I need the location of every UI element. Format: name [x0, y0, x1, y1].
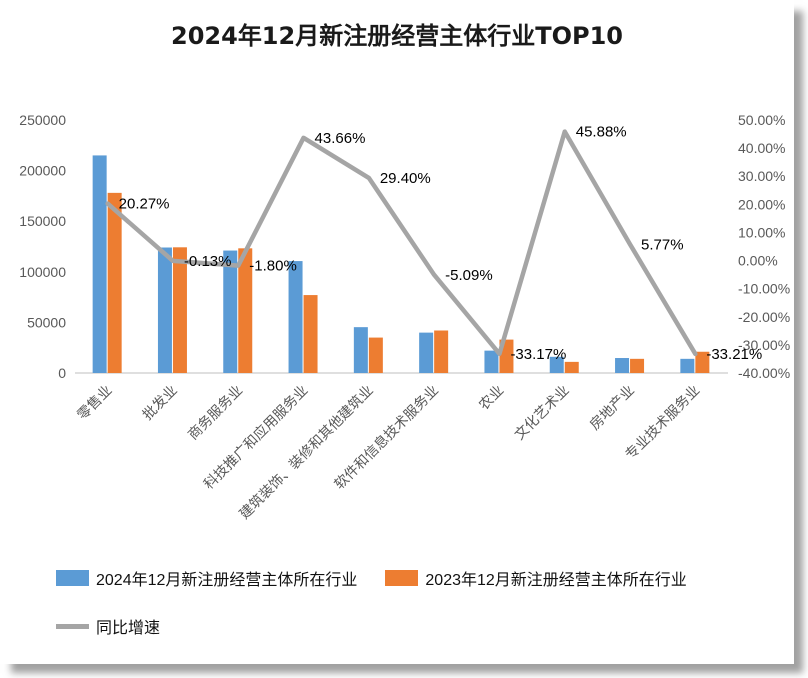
legend-item-2024: 2024年12月新注册经营主体所在行业	[56, 566, 357, 590]
svg-text:10.00%: 10.00%	[738, 224, 785, 240]
svg-text:农业: 农业	[475, 382, 506, 413]
chart-title: 2024年12月新注册经营主体行业TOP10	[171, 22, 623, 50]
legend-swatch-2023-bar	[385, 570, 419, 586]
svg-text:29.40%: 29.40%	[380, 170, 431, 187]
combo-bar-line-chart: 0 50000 100000 150000 200000 250000 50.00% 40.0…	[19, 112, 790, 522]
legend-label-2023: 2023年12月新注册经营主体所在行业	[425, 572, 687, 589]
legend-swatch-2024-bar	[56, 570, 89, 586]
legend-row-bars: 2024年12月新注册经营主体所在行业 2023年12月新注册经营主体所在行业	[56, 566, 784, 590]
svg-text:50000: 50000	[27, 314, 66, 330]
legend-swatch-growth-line	[56, 623, 89, 629]
svg-text:房地产业: 房地产业	[586, 382, 637, 433]
svg-text:0.00%: 0.00%	[738, 253, 778, 269]
svg-text:45.88%: 45.88%	[576, 124, 627, 141]
svg-text:-33.17%: -33.17%	[510, 346, 566, 363]
legend-item-growth: 同比增速	[56, 614, 160, 638]
legend-label-growth: 同比增速	[96, 620, 161, 637]
svg-text:-30.00%: -30.00%	[738, 337, 790, 353]
svg-text:20.00%: 20.00%	[738, 196, 785, 212]
svg-text:20.27%: 20.27%	[119, 196, 170, 213]
svg-text:200000: 200000	[19, 163, 66, 179]
chart-container: 2024年12月新注册经营主体行业TOP10 0 50000 100000 15000…	[19, 22, 791, 662]
chart-legend: 2024年12月新注册经营主体所在行业 2023年12月新注册经营主体所在行业 …	[56, 566, 784, 662]
svg-text:40.00%: 40.00%	[738, 140, 785, 156]
svg-text:150000: 150000	[19, 213, 66, 229]
legend-label-2024: 2024年12月新注册经营主体所在行业	[96, 572, 358, 589]
svg-text:0: 0	[58, 365, 66, 381]
svg-text:零售业: 零售业	[74, 382, 115, 423]
legend-item-2023: 2023年12月新注册经营主体所在行业	[385, 566, 687, 590]
svg-text:-10.00%: -10.00%	[738, 281, 790, 297]
svg-text:-5.09%: -5.09%	[445, 267, 493, 284]
svg-text:100000: 100000	[19, 264, 66, 280]
svg-text:商务服务业: 商务服务业	[185, 382, 246, 443]
legend-row-line: 同比增速	[56, 614, 784, 638]
svg-text:-20.00%: -20.00%	[738, 309, 790, 325]
svg-text:-33.21%: -33.21%	[706, 346, 762, 363]
svg-text:-40.00%: -40.00%	[738, 365, 790, 381]
svg-text:-0.13%: -0.13%	[184, 253, 232, 270]
svg-text:30.00%: 30.00%	[738, 168, 785, 184]
svg-text:250000: 250000	[19, 112, 66, 128]
svg-text:文化艺术业: 文化艺术业	[511, 382, 572, 443]
svg-text:-1.80%: -1.80%	[249, 258, 297, 275]
svg-text:50.00%: 50.00%	[738, 112, 785, 128]
svg-text:建筑装饰、装修和其他建筑业: 建筑装饰、装修和其他建筑业	[236, 382, 376, 522]
svg-text:5.77%: 5.77%	[641, 236, 684, 253]
svg-text:批发业: 批发业	[139, 382, 180, 423]
svg-text:43.66%: 43.66%	[315, 130, 366, 147]
